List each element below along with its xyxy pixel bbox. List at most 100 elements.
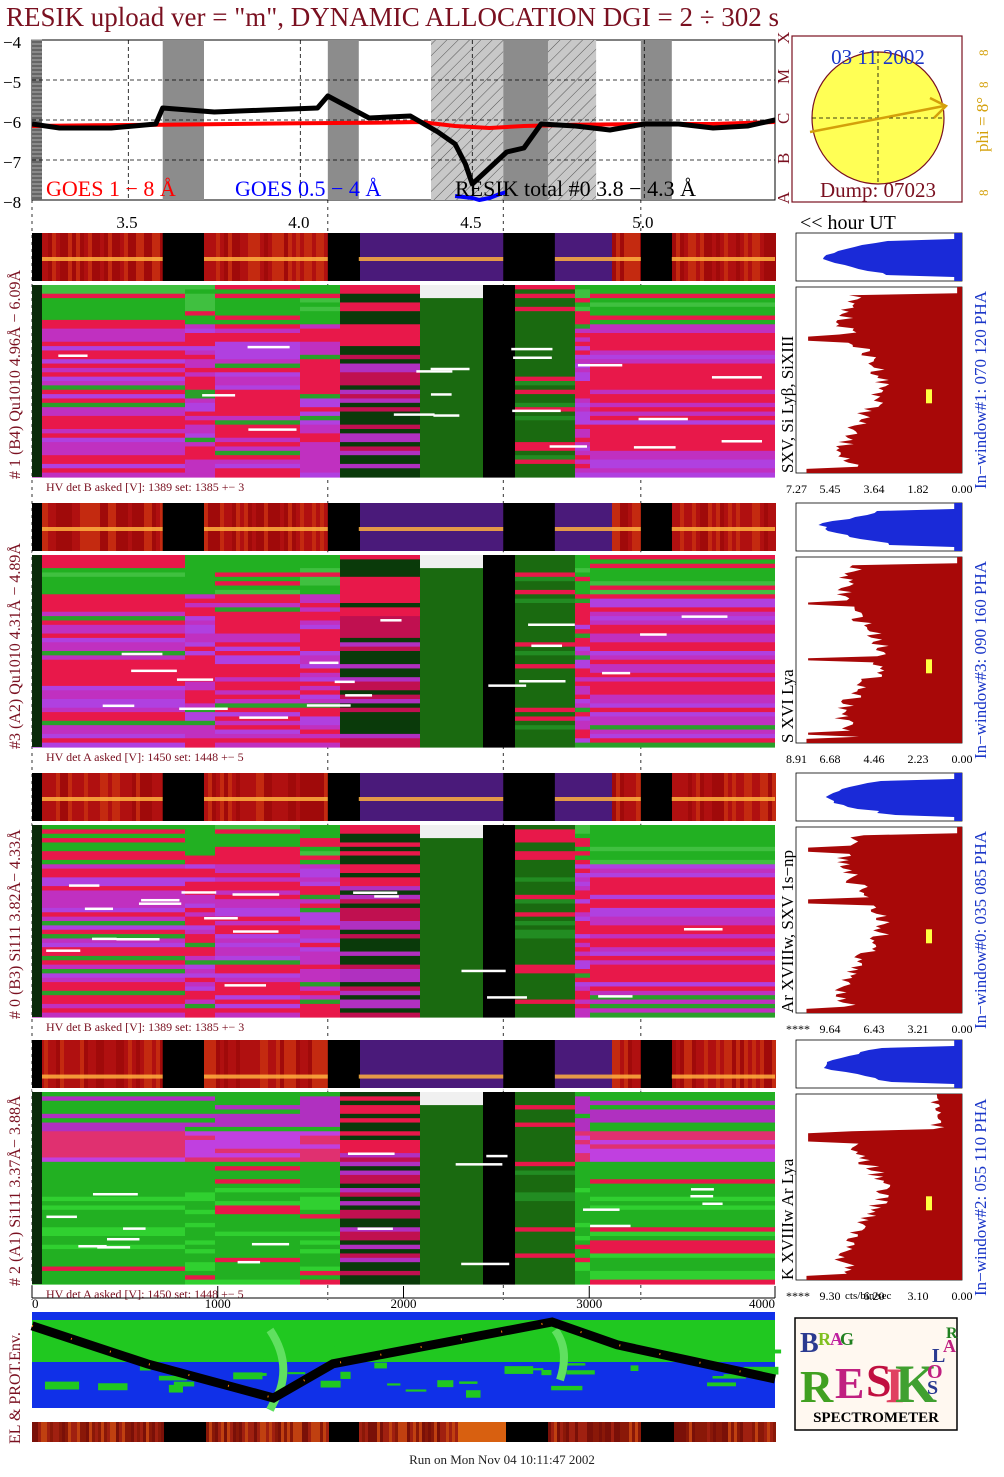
heatmap-cell bbox=[32, 1266, 185, 1272]
logo-letter: I bbox=[885, 1357, 904, 1413]
heatmap-cell bbox=[185, 559, 215, 565]
flux-bar-cell bbox=[47, 1422, 50, 1442]
heatmap-cell bbox=[340, 960, 420, 966]
heatmap-cell bbox=[185, 725, 215, 731]
heatmap-cell bbox=[575, 289, 590, 295]
flux-bar-cell bbox=[272, 1422, 275, 1442]
flux-bar-cell bbox=[635, 1422, 638, 1442]
heatmap-cell bbox=[185, 955, 215, 961]
heatmap-cell bbox=[575, 372, 590, 378]
heatmap-cell bbox=[215, 1196, 300, 1202]
heatmap-streak bbox=[690, 1194, 714, 1198]
strip-column bbox=[496, 1040, 500, 1088]
heatmap-streak bbox=[433, 414, 460, 417]
heatmap-cell bbox=[420, 1262, 483, 1268]
heatmap-cell bbox=[420, 337, 483, 343]
heatmap-cell bbox=[300, 851, 340, 857]
heatmap-cell bbox=[32, 398, 185, 404]
flux-bar-cell bbox=[590, 1422, 593, 1442]
strip-column bbox=[52, 1040, 56, 1088]
heatmap-cell bbox=[590, 594, 775, 600]
heatmap-cell bbox=[300, 1196, 340, 1202]
heatmap-cell bbox=[340, 333, 420, 338]
heatmap-cell bbox=[300, 298, 340, 304]
heatmap-cell bbox=[185, 642, 215, 648]
heatmap-cell bbox=[483, 960, 515, 966]
heatmap-cell bbox=[420, 1122, 483, 1128]
heatmap-cell bbox=[590, 1148, 775, 1154]
heatmap-cell bbox=[185, 1183, 215, 1189]
flux-bar-cell bbox=[80, 1422, 83, 1442]
logo-letter: K bbox=[895, 1354, 937, 1414]
strip-column bbox=[152, 1040, 156, 1088]
heatmap-cell bbox=[300, 1209, 340, 1215]
heatmap-cell bbox=[185, 1153, 215, 1159]
flux-bar-cell bbox=[86, 1422, 89, 1442]
strip-column bbox=[748, 1040, 752, 1088]
heatmap-cell bbox=[215, 576, 300, 582]
bin-axis-label: 0 bbox=[32, 1296, 39, 1311]
heatmap-cell bbox=[483, 929, 515, 935]
heatmap-cell bbox=[590, 646, 775, 652]
heatmap-cell bbox=[32, 611, 185, 617]
heatmap-cell bbox=[32, 359, 185, 365]
heatmap-cell bbox=[420, 572, 483, 578]
heatmap-cell bbox=[420, 459, 483, 465]
heatmap-cell bbox=[590, 1153, 775, 1159]
heatmap-cell bbox=[300, 429, 340, 434]
heatmap-cell bbox=[575, 694, 590, 700]
strip-column bbox=[44, 1040, 48, 1088]
heatmap-cell bbox=[420, 381, 483, 386]
heatmap-cell bbox=[185, 716, 215, 722]
heatmap-cell bbox=[590, 1122, 775, 1128]
heatmap-cell bbox=[590, 729, 775, 735]
heatmap-cell bbox=[185, 372, 215, 378]
heatmap-cell bbox=[300, 1270, 340, 1276]
heatmap-cell bbox=[515, 877, 575, 883]
strip-column bbox=[88, 1040, 92, 1088]
heatmap-cell bbox=[215, 720, 300, 726]
heatmap-cell bbox=[185, 1279, 215, 1285]
heatmap-cell bbox=[575, 589, 590, 595]
heatmap-cell bbox=[420, 664, 483, 670]
flux-bar-cell bbox=[233, 1422, 236, 1442]
heatmap-cell bbox=[185, 1113, 215, 1119]
heatmap-cell bbox=[483, 642, 515, 648]
env-map-patch bbox=[320, 1337, 355, 1342]
heatmap-cell bbox=[590, 1113, 775, 1119]
heatmap-cell bbox=[483, 742, 515, 748]
heatmap-cell bbox=[300, 947, 340, 953]
heatmap-cell bbox=[340, 1170, 420, 1176]
heatmap-cell bbox=[215, 402, 300, 408]
env-map-patch bbox=[139, 1366, 151, 1371]
heatmap-cell bbox=[300, 1118, 340, 1124]
heatmap-cell bbox=[483, 354, 515, 360]
heatmap-cell bbox=[300, 1188, 340, 1193]
heatmap-cell bbox=[340, 576, 420, 582]
heatmap-cell bbox=[32, 1096, 185, 1102]
heatmap-cell bbox=[515, 973, 575, 979]
heatmap-cell bbox=[483, 620, 515, 626]
strip-column bbox=[252, 1040, 256, 1088]
heatmap-cell bbox=[590, 568, 775, 574]
heatmap-streak bbox=[487, 996, 527, 999]
heatmap-cell bbox=[483, 415, 515, 421]
heatmap-cell bbox=[515, 1008, 575, 1014]
heatmap-cell bbox=[340, 1153, 420, 1159]
heatmap-streak bbox=[380, 619, 402, 622]
heatmap-cell bbox=[185, 1126, 215, 1132]
strip-column bbox=[584, 1040, 588, 1088]
strip-column bbox=[56, 1040, 60, 1088]
heatmap-cell bbox=[590, 881, 775, 887]
heatmap-cell bbox=[420, 598, 483, 604]
heatmap-cell bbox=[185, 916, 215, 922]
heatmap-cell bbox=[340, 1262, 420, 1268]
heatmap-cell bbox=[32, 868, 185, 874]
heatmap-cell bbox=[483, 616, 515, 622]
heatmap-cell bbox=[300, 385, 340, 391]
heatmap-cell bbox=[340, 677, 420, 683]
flux-bar-cell bbox=[227, 1422, 230, 1442]
heatmap-cell bbox=[215, 1231, 300, 1237]
heatmap-streak bbox=[239, 716, 289, 719]
heatmap-cell bbox=[590, 738, 775, 744]
